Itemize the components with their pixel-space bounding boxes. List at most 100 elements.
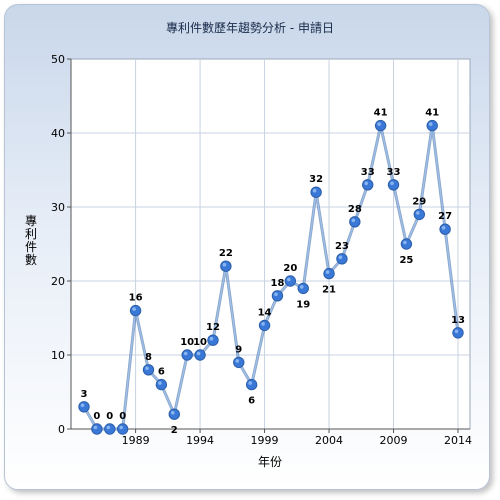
data-point-highlight bbox=[248, 381, 252, 385]
y-tick-label: 0 bbox=[58, 423, 65, 436]
data-point bbox=[168, 408, 180, 420]
data-point bbox=[349, 216, 361, 228]
data-point bbox=[245, 378, 258, 391]
data-point bbox=[426, 119, 438, 132]
data-point bbox=[142, 364, 155, 376]
data-point-highlight bbox=[351, 218, 356, 223]
data-label: 33 bbox=[361, 167, 375, 178]
data-label: 41 bbox=[425, 108, 439, 119]
data-point-highlight bbox=[209, 336, 214, 341]
data-point bbox=[194, 349, 206, 361]
data-label: 23 bbox=[335, 241, 349, 252]
y-tick-label: 20 bbox=[51, 275, 65, 288]
data-label: 10 bbox=[193, 337, 207, 348]
data-label: 6 bbox=[248, 396, 255, 407]
data-point bbox=[323, 267, 335, 280]
data-point-highlight bbox=[145, 366, 149, 371]
x-tick-label: 1994 bbox=[186, 434, 214, 447]
data-point-highlight bbox=[196, 351, 201, 356]
data-point-highlight bbox=[312, 188, 317, 193]
data-point bbox=[439, 223, 451, 235]
x-tick-label: 2004 bbox=[315, 434, 343, 447]
data-point-highlight bbox=[338, 255, 343, 260]
data-label: 22 bbox=[219, 248, 233, 259]
data-label: 10 bbox=[180, 337, 194, 348]
data-point-highlight bbox=[428, 122, 433, 126]
data-point-highlight bbox=[93, 425, 98, 430]
data-point-highlight bbox=[287, 277, 291, 282]
data-point bbox=[284, 275, 297, 287]
data-label: 0 bbox=[119, 411, 126, 422]
data-point-highlight bbox=[299, 285, 304, 289]
data-point-highlight bbox=[364, 181, 369, 186]
data-label: 21 bbox=[322, 285, 336, 296]
data-point-highlight bbox=[416, 211, 420, 215]
x-axis-label: 年份 bbox=[257, 455, 282, 469]
data-point bbox=[104, 423, 116, 435]
data-point bbox=[116, 423, 129, 435]
data-point-highlight bbox=[158, 381, 162, 385]
y-tick-label: 40 bbox=[51, 127, 65, 140]
data-label: 13 bbox=[451, 315, 465, 326]
data-point-highlight bbox=[80, 403, 85, 408]
chart-title: 專利件數歷年趨勢分析 - 申請日 bbox=[166, 21, 334, 35]
data-point-highlight bbox=[390, 181, 394, 186]
data-point-highlight bbox=[235, 359, 240, 363]
data-point bbox=[155, 378, 168, 391]
data-point-highlight bbox=[274, 292, 278, 297]
x-tick-label: 1989 bbox=[122, 434, 150, 447]
data-label: 16 bbox=[129, 293, 143, 304]
y-tick-label: 10 bbox=[51, 349, 65, 362]
data-point bbox=[310, 186, 322, 198]
data-label: 32 bbox=[309, 174, 323, 185]
data-label: 2 bbox=[171, 425, 178, 436]
data-label: 33 bbox=[387, 167, 401, 178]
data-label: 19 bbox=[296, 299, 310, 310]
data-label: 41 bbox=[374, 108, 388, 119]
y-axis-label: 專利件數 bbox=[24, 214, 37, 267]
data-point-highlight bbox=[261, 322, 265, 326]
data-point-highlight bbox=[222, 262, 227, 267]
data-point bbox=[452, 327, 464, 339]
data-point bbox=[374, 119, 387, 132]
data-point-highlight bbox=[441, 225, 446, 230]
data-label: 25 bbox=[399, 255, 413, 266]
data-point-highlight bbox=[106, 425, 111, 430]
data-label: 20 bbox=[283, 263, 297, 274]
data-point bbox=[297, 282, 309, 295]
data-label: 28 bbox=[348, 204, 362, 215]
data-point-highlight bbox=[132, 307, 136, 311]
data-point bbox=[400, 238, 413, 250]
data-point bbox=[233, 356, 245, 369]
data-label: 0 bbox=[106, 411, 113, 422]
data-label: 9 bbox=[235, 344, 242, 355]
data-point-highlight bbox=[454, 329, 459, 334]
data-point bbox=[362, 179, 374, 191]
y-tick-label: 50 bbox=[51, 53, 65, 66]
y-tick-label: 30 bbox=[51, 201, 65, 214]
data-label: 29 bbox=[412, 196, 426, 207]
data-label: 18 bbox=[270, 278, 284, 289]
data-label: 12 bbox=[206, 322, 220, 333]
data-point bbox=[271, 290, 284, 302]
data-point bbox=[387, 179, 400, 191]
data-label: 6 bbox=[158, 367, 165, 378]
data-label: 3 bbox=[81, 389, 88, 400]
data-point-highlight bbox=[183, 351, 188, 356]
data-point bbox=[181, 349, 193, 361]
x-tick-label: 2009 bbox=[380, 434, 408, 447]
data-point bbox=[91, 423, 103, 435]
data-label: 14 bbox=[258, 307, 272, 318]
data-point bbox=[78, 401, 90, 413]
data-point-highlight bbox=[170, 410, 175, 415]
data-label: 8 bbox=[145, 352, 152, 363]
data-point-highlight bbox=[377, 122, 381, 126]
data-point bbox=[129, 304, 142, 317]
data-label: 27 bbox=[438, 211, 452, 222]
x-tick-label: 2014 bbox=[444, 434, 472, 447]
series-line bbox=[83, 124, 459, 430]
data-point bbox=[336, 253, 348, 265]
data-point-highlight bbox=[119, 425, 123, 430]
data-point bbox=[258, 319, 271, 332]
